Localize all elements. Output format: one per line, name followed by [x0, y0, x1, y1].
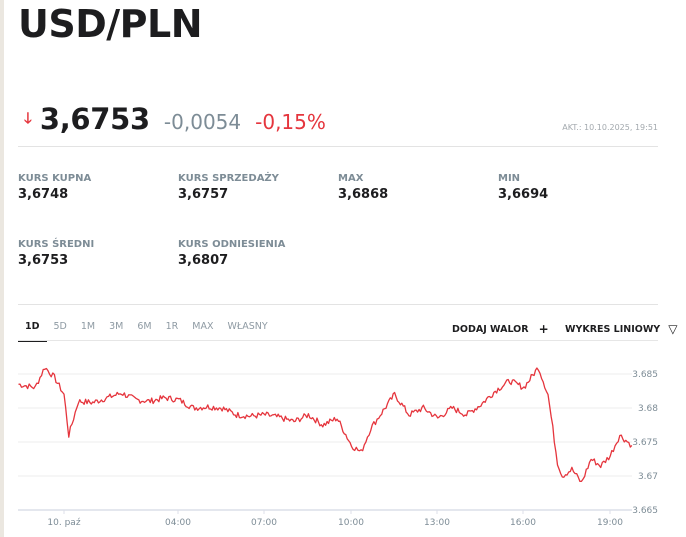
price-chart[interactable]: 3.685 3.68 3.675 3.67 3.665 10. paź 04:00 07:0…: [0, 350, 686, 537]
arrow-down-icon: 🡓: [24, 109, 32, 127]
svg-text:10:00: 10:00: [338, 518, 364, 528]
svg-text:13:00: 13:00: [424, 518, 450, 528]
tab-max[interactable]: MAX: [192, 321, 214, 332]
page-title: USD/PLN: [18, 2, 203, 46]
stat-min: MIN 3,6694: [498, 173, 548, 202]
add-security-button[interactable]: DODAJ WALOR +: [452, 322, 549, 336]
stat-buy-rate: KURS KUPNA 3,6748: [18, 173, 91, 202]
tab-1d[interactable]: 1D: [18, 318, 47, 342]
stat-value: 3,6694: [498, 187, 549, 202]
svg-text:04:00: 04:00: [165, 518, 191, 528]
stat-label: KURS ODNIESIENIA: [178, 239, 286, 250]
chart-grid: [18, 373, 632, 511]
stat-sell-rate: KURS SPRZEDAŻY 3,6757: [178, 173, 279, 202]
y-axis: 3.685 3.68 3.675 3.67 3.665: [632, 370, 658, 516]
quote-row: 🡓 3,6753 -0,0054 -0,15%: [24, 102, 326, 138]
divider: [18, 146, 658, 147]
range-tabs: 1D 5D 1M 3M 6M 1R MAX WŁASNY: [18, 318, 275, 342]
svg-text:19:00: 19:00: [597, 518, 623, 528]
stat-mid-rate: KURS ŚREDNI 3,6753: [18, 239, 94, 268]
stat-label: KURS KUPNA: [18, 173, 92, 184]
stat-label: KURS ŚREDNI: [18, 239, 95, 250]
stat-reference-rate: KURS ODNIESIENIA 3,6807: [178, 239, 285, 268]
plus-icon: +: [538, 322, 549, 336]
last-updated: AKT.: 10.10.2025, 19:51: [562, 123, 658, 132]
chart-type-label: WYKRES LINIOWY: [565, 323, 661, 335]
triangle-down-icon: ▽: [668, 322, 678, 336]
svg-text:07:00: 07:00: [251, 518, 277, 528]
tab-5d[interactable]: 5D: [53, 321, 67, 332]
tab-3m[interactable]: 3M: [109, 321, 124, 332]
stat-value: 3,6748: [18, 187, 69, 202]
price-line: [18, 367, 633, 483]
tab-custom[interactable]: WŁASNY: [227, 321, 268, 332]
stat-value: 3,6753: [18, 253, 69, 268]
price-change-percent: -0,15%: [255, 110, 326, 134]
stat-max: MAX 3,6868: [338, 173, 388, 202]
stat-label: KURS SPRZEDAŻY: [178, 173, 279, 184]
stat-value: 3,6757: [178, 187, 229, 202]
svg-text:10. paź: 10. paź: [47, 518, 80, 528]
tab-1m[interactable]: 1M: [80, 321, 96, 332]
x-axis: 10. paź 04:00 07:00 10:00 13:00 16:00 19:00: [47, 510, 623, 528]
svg-text:3.675: 3.675: [632, 438, 658, 448]
page-left-border: [0, 0, 4, 537]
price-change: -0,0054: [163, 110, 242, 134]
tab-1r[interactable]: 1R: [165, 321, 179, 332]
svg-text:16:00: 16:00: [510, 518, 536, 528]
svg-text:3.665: 3.665: [632, 506, 658, 516]
current-price: 3,6753: [39, 102, 150, 136]
add-security-label: DODAJ WALOR: [452, 323, 529, 335]
stat-value: 3,6807: [178, 253, 229, 268]
stat-label: MAX: [338, 173, 364, 184]
stat-value: 3,6868: [338, 187, 389, 202]
svg-text:3.67: 3.67: [638, 472, 658, 482]
divider: [18, 304, 658, 305]
chart-type-dropdown[interactable]: WYKRES LINIOWY ▽: [565, 322, 677, 336]
tab-6m[interactable]: 6M: [137, 321, 152, 332]
svg-text:3.68: 3.68: [638, 404, 658, 414]
tabs-underline: [18, 340, 658, 341]
svg-text:3.685: 3.685: [632, 370, 658, 380]
stat-label: MIN: [498, 173, 521, 184]
